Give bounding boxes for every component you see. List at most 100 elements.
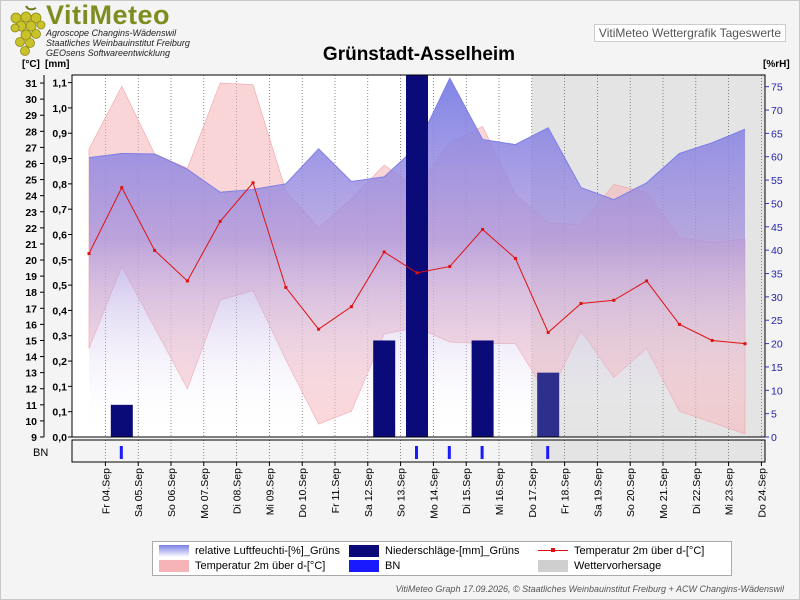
temp-mean-point: [710, 338, 714, 342]
y-tick-label-temp: 22: [25, 223, 37, 235]
precip-bar: [537, 372, 560, 437]
x-tick-label: Sa 05.Sep: [133, 468, 145, 517]
y-tick-label-temp: 12: [25, 384, 37, 396]
x-tick-label: Fr 18.Sep: [560, 468, 572, 514]
temp-mean-point: [153, 248, 157, 252]
y-tick-label-temp: 24: [25, 191, 37, 203]
x-tick-label: So 06.Sep: [166, 468, 178, 517]
y-tick-label-rh: 50: [771, 198, 783, 210]
y-tick-label-rh: 40: [771, 245, 783, 257]
y-tick-label-rh: 25: [771, 315, 783, 327]
legend-swatch-humidity: [159, 545, 189, 557]
y-axis-precip-label: [mm]: [45, 59, 69, 70]
temp-mean-point: [87, 252, 91, 256]
bn-mark: [447, 446, 451, 459]
legend-swatch-temp-line: [538, 545, 568, 557]
y-tick-label-rh: 45: [771, 222, 783, 234]
y-tick-label-temp: 23: [25, 207, 37, 219]
legend-item-forecast: Wettervorhersage: [538, 560, 661, 572]
temp-mean-point: [218, 219, 222, 223]
precip-bar: [471, 340, 494, 437]
y-tick-label-temp: 10: [25, 416, 37, 428]
legend-label-temp-line: Temperatur 2m über d-[°C]: [574, 545, 705, 557]
x-tick-label: Mo 14.Sep: [428, 468, 440, 519]
x-tick-label: Fr 04.Sep: [100, 468, 112, 514]
x-tick-label: Do 24.Sep: [756, 468, 768, 518]
y-tick-label-temp: 20: [25, 255, 37, 267]
legend-swatch-bn: [349, 560, 379, 572]
legend-label-temp-band: Temperatur 2m über d-[°C]: [195, 560, 326, 572]
x-tick-label: Do 10.Sep: [297, 468, 309, 518]
x-tick-label: Di 22.Sep: [691, 468, 703, 514]
temp-mean-point: [677, 322, 681, 326]
legend: relative Luftfeuchti-[%]_Grüns Niedersch…: [152, 541, 732, 576]
y-tick-label-precip: 0,4: [52, 305, 67, 317]
y-tick-label-temp: 25: [25, 175, 37, 187]
y-tick-label-rh: 5: [771, 409, 777, 421]
y-tick-label-temp: 19: [25, 271, 37, 283]
x-tick-label: Mi 16.Sep: [494, 468, 506, 515]
y-tick-label-rh: 30: [771, 292, 783, 304]
temp-mean-point: [546, 330, 550, 334]
forecast-region-bn: [531, 440, 765, 462]
legend-label-forecast: Wettervorhersage: [574, 560, 662, 572]
y-tick-label-precip: 1,0: [52, 103, 67, 115]
temp-mean-point: [251, 181, 255, 185]
temp-mean-point: [349, 305, 353, 309]
y-tick-label-temp: 27: [25, 142, 37, 154]
x-tick-label: Di 08.Sep: [232, 468, 244, 514]
y-tick-label-precip: 0,5: [52, 280, 67, 292]
legend-label-precip: Niederschläge-[mm]_Grüns: [385, 545, 520, 557]
temp-mean-point: [743, 342, 747, 346]
temp-mean-point: [481, 227, 485, 231]
y-tick-label-temp: 16: [25, 319, 37, 331]
y-tick-label-precip: 0,3: [52, 331, 67, 343]
temp-mean-point: [612, 298, 616, 302]
legend-label-bn: BN: [385, 560, 401, 572]
y-tick-label-precip: 0,7: [52, 204, 67, 216]
y-axis-rh-label: [%rH]: [763, 59, 790, 70]
y-tick-label-rh: 15: [771, 362, 783, 374]
y-tick-label-precip: 0,8: [52, 179, 67, 191]
bn-mark: [480, 446, 484, 459]
x-tick-label: Mi 23.Sep: [724, 468, 736, 515]
bn-strip-frame: [71, 439, 766, 463]
x-tick-label: So 13.Sep: [396, 468, 408, 517]
y-tick-label-temp: 29: [25, 110, 37, 122]
y-tick-label-temp: 11: [26, 400, 37, 412]
grape-logo-icon: [10, 5, 46, 56]
y-tick-label-temp: 14: [25, 352, 37, 364]
y-tick-label-temp: 30: [25, 94, 37, 106]
legend-label-humidity: relative Luftfeuchti-[%]_Grüns: [195, 545, 340, 557]
logo-title: VitiMeteo: [46, 0, 171, 30]
bn-mark: [415, 446, 418, 459]
temp-mean-point: [645, 279, 649, 283]
temp-mean-point: [317, 327, 321, 331]
y-tick-label-temp: 21: [25, 239, 37, 251]
temp-mean-point: [284, 285, 288, 289]
legend-swatch-precip: [349, 545, 379, 557]
y-tick-label-temp: 13: [25, 368, 37, 380]
precip-bar: [406, 75, 428, 437]
plot-frame: [71, 74, 766, 438]
y-tick-label-temp: 31: [25, 78, 37, 90]
y-tick-label-rh: 60: [771, 152, 783, 164]
logo-line-2: Staatliches Weinbauinstitut Freiburg: [46, 38, 190, 48]
legend-item-humidity: relative Luftfeuchti-[%]_Grüns: [159, 545, 340, 557]
temp-mean-point: [448, 264, 452, 268]
y-tick-label-rh: 10: [771, 385, 783, 397]
logo-line-3: GEOsens Softwareentwicklung: [46, 48, 171, 58]
precip-bar: [110, 404, 133, 437]
y-tick-label-precip: 0,5: [52, 255, 67, 267]
y-tick-label-rh: 70: [771, 105, 783, 117]
y-tick-label-precip: 0,0: [52, 432, 67, 444]
legend-item-bn: BN: [349, 560, 400, 572]
y-tick-label-rh: 35: [771, 269, 783, 281]
x-tick-label: Di 15.Sep: [461, 468, 473, 514]
y-tick-label-temp: 15: [25, 335, 37, 347]
legend-item-temp-line: Temperatur 2m über d-[°C]: [538, 545, 704, 557]
bn-row-label: BN: [33, 447, 48, 459]
y-tick-label-precip: 0,9: [52, 154, 67, 166]
footer-credit: VitiMeteo Graph 17.09.2026, © Staatliche…: [395, 584, 784, 594]
